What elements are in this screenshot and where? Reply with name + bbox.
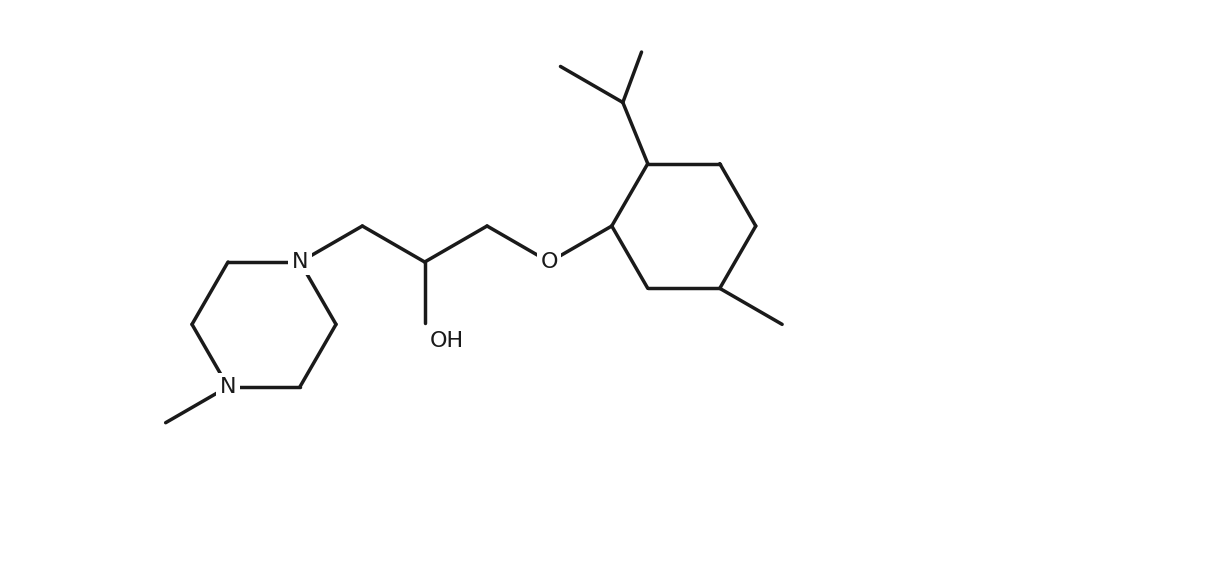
Text: OH: OH xyxy=(430,331,463,351)
Text: O: O xyxy=(541,252,558,272)
Text: N: N xyxy=(220,377,236,397)
Text: N: N xyxy=(292,252,309,272)
